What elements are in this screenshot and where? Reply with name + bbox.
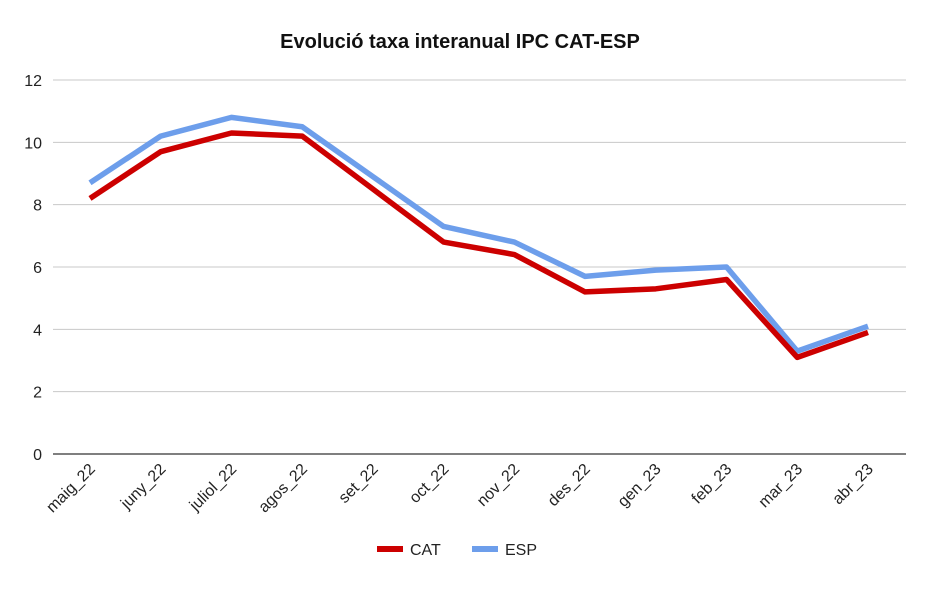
y-tick-label: 10 (24, 135, 42, 152)
legend-label-cat: CAT (410, 542, 441, 559)
x-tick-label: nov_22 (474, 461, 523, 510)
y-tick-label: 0 (33, 447, 42, 464)
x-tick-label: juny_22 (117, 461, 169, 513)
y-tick-label: 8 (33, 198, 42, 215)
legend-label-esp: ESP (505, 542, 537, 559)
legend: CAT ESP (377, 542, 537, 559)
y-tick-label: 6 (33, 260, 42, 277)
x-tick-label: feb_23 (689, 461, 736, 508)
x-tick-label: agos_22 (256, 461, 312, 517)
y-tick-label: 2 (33, 385, 42, 402)
x-tick-label: gen_23 (615, 461, 665, 511)
series-line-cat (88, 130, 869, 361)
x-tick-label: set_22 (336, 461, 382, 507)
chart-title: Evolució taxa interanual IPC CAT-ESP (280, 31, 640, 53)
series-line-esp (88, 114, 869, 354)
y-tick-labels: 0 2 4 6 8 10 12 (24, 73, 42, 464)
x-tick-label: mar_23 (756, 461, 806, 511)
y-tick-label: 4 (33, 322, 42, 339)
x-tick-label: abr_23 (830, 461, 877, 508)
x-tick-label: maig_22 (43, 461, 98, 516)
grid-layer (53, 79, 906, 455)
series-layer (88, 114, 869, 361)
y-tick-label: 12 (24, 73, 42, 90)
x-tick-labels: maig_22 juny_22 juliol_22 agos_22 set_22 oct_… (43, 461, 876, 517)
x-tick-label: juliol_22 (186, 461, 240, 515)
x-tick-label: oct_22 (406, 461, 452, 507)
x-tick-label: des_22 (545, 461, 594, 510)
